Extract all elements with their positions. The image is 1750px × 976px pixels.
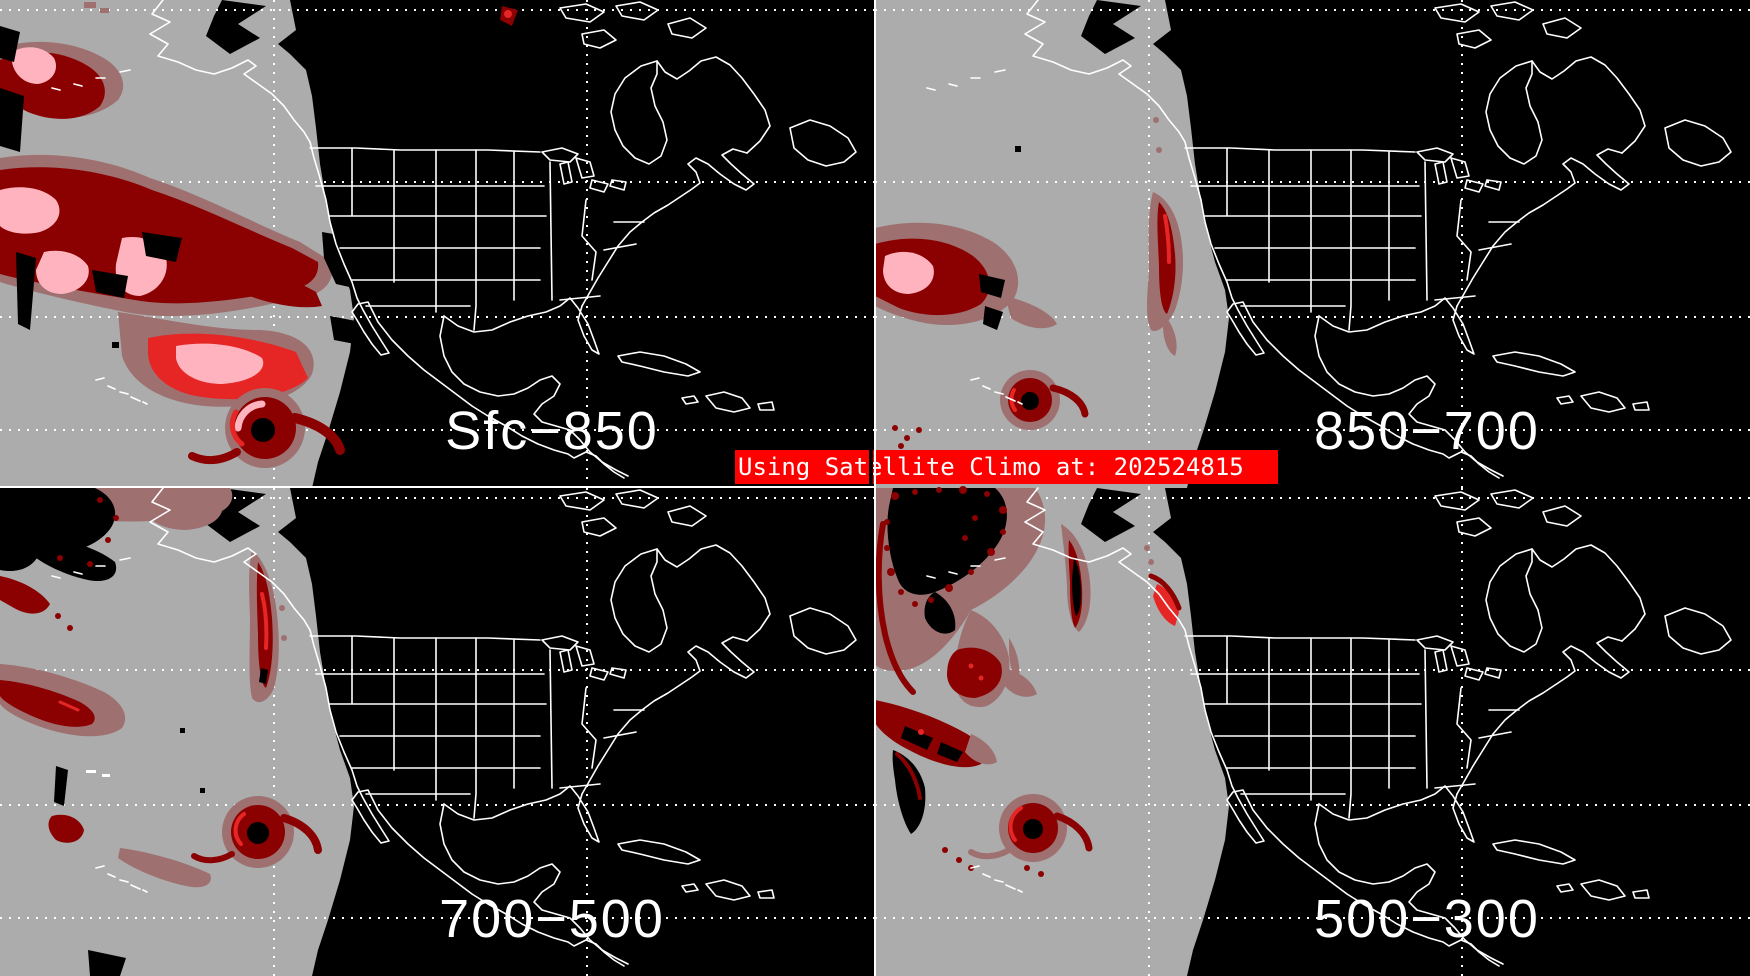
quadrant-seam-horizontal	[0, 486, 875, 488]
panel-label-500-300: 500−300	[1314, 889, 1540, 949]
quadrant-seam-banner-gap	[869, 450, 873, 484]
panel-850-700: 850−700	[874, 0, 1750, 489]
panel-label-sfc-850: Sfc−850	[445, 401, 659, 461]
panel-label-700-500: 700−500	[439, 889, 665, 949]
panel-sfc-850: Sfc−850	[0, 0, 876, 489]
status-banner: Using Satellite Climo at: 202524815	[735, 450, 1278, 484]
quadrant-seam-vertical	[874, 0, 876, 976]
panel-700-500: 700−500	[0, 487, 876, 976]
clouds-sfc-850	[0, 2, 518, 468]
status-banner-text: Using Satellite Climo at: 202524815	[738, 453, 1244, 481]
clouds-700-500	[0, 488, 322, 976]
panel-label-850-700: 850−700	[1314, 401, 1540, 461]
clouds-850-700	[875, 117, 1183, 449]
panel-500-300: 500−300	[874, 486, 1750, 976]
clouds-500-300	[875, 486, 1182, 877]
